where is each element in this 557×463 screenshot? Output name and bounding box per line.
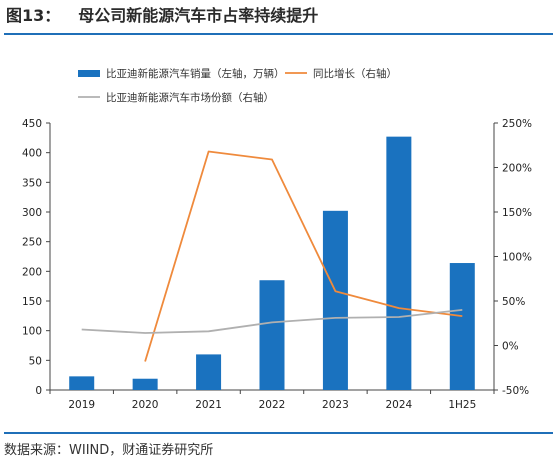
figure-title: 图13： 母公司新能源汽车市占率持续提升	[6, 3, 318, 29]
left-tick-label: 100	[22, 326, 42, 338]
legend-label-sales: 比亚迪新能源汽车销量（左轴，万辆）	[106, 67, 285, 80]
left-tick-label: 250	[22, 237, 42, 249]
legend-swatch-sales	[78, 70, 100, 77]
left-tick-label: 50	[29, 355, 42, 367]
legend: 比亚迪新能源汽车销量（左轴，万辆） 同比增长（右轴） 比亚迪新能源汽车市场份额（…	[78, 67, 397, 104]
bar-sales	[259, 280, 285, 390]
x-tick-label: 1H25	[448, 399, 476, 411]
right-tick-label: 200%	[502, 163, 532, 175]
legend-label-yoy: 同比增长（右轴）	[313, 67, 397, 80]
right-tick-label: 250%	[502, 118, 532, 130]
left-tick-label: 300	[22, 207, 42, 219]
left-tick-label: 0	[35, 385, 42, 397]
x-tick-label: 2022	[259, 399, 286, 411]
left-tick-label: 350	[22, 177, 42, 189]
source-divider	[4, 432, 553, 434]
line-yoy-growth	[144, 150, 463, 362]
bar-series	[69, 136, 475, 390]
bar-sales	[322, 210, 348, 390]
figure-title-text: 母公司新能源汽车市占率持续提升	[78, 6, 319, 25]
bar-sales	[69, 376, 95, 390]
right-tick-label: 0%	[502, 341, 519, 353]
legend-label-share: 比亚迪新能源汽车市场份额（右轴）	[106, 91, 274, 104]
line-series	[81, 150, 463, 362]
figure-number: 图13：	[6, 6, 61, 25]
source-note: 数据来源：WIIND，财通证券研究所	[4, 443, 214, 458]
right-tick-label: -50%	[502, 385, 529, 397]
left-tick-label: 450	[22, 118, 42, 130]
right-tick-label: 100%	[502, 252, 532, 264]
bar-sales	[386, 136, 412, 390]
right-tick-label: 50%	[502, 296, 525, 308]
left-tick-label: 400	[22, 148, 42, 160]
line-market-share	[81, 309, 463, 334]
bar-sales	[196, 354, 222, 390]
x-tick-label: 2024	[385, 399, 412, 411]
bar-sales	[449, 263, 475, 390]
right-tick-label: 150%	[502, 207, 532, 219]
left-tick-label: 150	[22, 296, 42, 308]
title-divider	[4, 33, 553, 35]
left-tick-label: 200	[22, 266, 42, 278]
x-tick-label: 2023	[322, 399, 349, 411]
x-tick-label: 2020	[132, 399, 159, 411]
x-tick-label: 2019	[68, 399, 95, 411]
bar-sales	[132, 378, 158, 390]
x-tick-label: 2021	[195, 399, 222, 411]
tick-labels: 0 50 100 150 200 250 300 350 400 450 -50% 0% 50% 100%…	[22, 118, 532, 411]
